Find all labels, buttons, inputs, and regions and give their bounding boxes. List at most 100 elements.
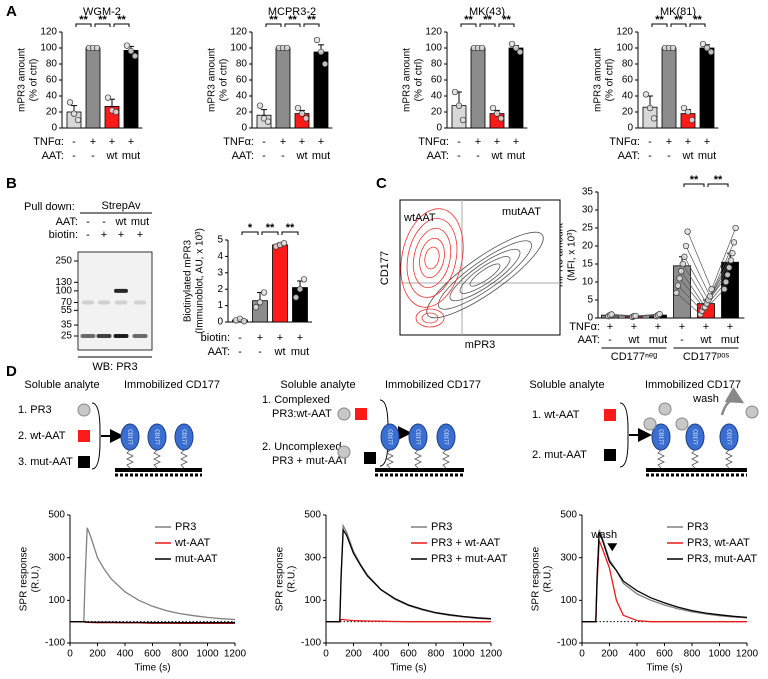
receptor: [408, 423, 428, 451]
bar: [661, 47, 677, 129]
data-point: [706, 293, 714, 300]
row-label: AAT:: [42, 150, 64, 162]
category-label: +: [666, 136, 672, 148]
receptor: [174, 423, 194, 451]
significance-label: **: [98, 14, 107, 26]
lane-label: +: [118, 229, 124, 241]
receptor-label: CD177: [692, 429, 698, 445]
y-tick-label: 60: [431, 75, 443, 86]
category-label: +: [685, 136, 691, 148]
significance-bracket: [460, 23, 477, 27]
paired-line: [676, 292, 701, 315]
x-tick-label: 600: [656, 649, 673, 660]
data-point: [722, 278, 730, 286]
contour: [406, 218, 458, 298]
significance-label: **: [288, 14, 297, 26]
y-tick-label: 100: [304, 595, 321, 606]
legend-label: wt-AAT: [174, 537, 211, 549]
analyte-item: 3. mut-AAT: [18, 456, 73, 468]
category-label: wt: [274, 346, 286, 358]
data-point: [321, 60, 329, 68]
significance-bracket: [94, 23, 111, 27]
y-tick-label: -100: [45, 638, 65, 649]
y-tick-label: 20: [431, 107, 443, 118]
lane-row-label: AAT:: [56, 216, 78, 228]
data-point: [455, 102, 463, 109]
receptor: [147, 423, 167, 451]
y-axis-label: SPR response: [275, 546, 286, 611]
data-point: [727, 257, 734, 264]
data-point: [724, 271, 731, 278]
significance-label: **: [502, 14, 511, 26]
legend-label: PR3 + wt-AAT: [431, 537, 500, 549]
category-label: -: [72, 136, 76, 148]
x-tick-label: 1000: [452, 649, 475, 660]
receptor: [436, 423, 456, 451]
category-label: -: [608, 334, 612, 346]
y-tick-label: 0: [51, 123, 57, 134]
y-axis-label: (R.U.): [31, 566, 42, 593]
significance-bracket: [75, 23, 92, 27]
y-tick-label: 20: [622, 107, 634, 118]
lane-label: -: [86, 229, 90, 241]
category-label: mut: [291, 346, 309, 358]
category-label: +: [297, 332, 303, 344]
y-tick-label: 15: [582, 259, 594, 270]
x-axis-label: mPR3: [465, 339, 496, 351]
receptor: [685, 423, 705, 451]
category-label: -: [648, 136, 652, 148]
data-point: [678, 268, 685, 275]
analyte-item: 2. wt-AAT: [18, 430, 66, 442]
x-tick-label: 200: [89, 649, 106, 660]
data-point: [252, 304, 260, 311]
significance-bracket: [241, 231, 259, 235]
significance-bracket: [689, 23, 706, 27]
receptor-stalk: [414, 449, 422, 469]
y-tick-label: 500: [304, 510, 321, 521]
significance-label: **: [714, 174, 723, 186]
group-label: CD177ᵖᵒˢ: [683, 351, 730, 363]
receptor-stalk: [725, 449, 733, 469]
data-point: [478, 44, 486, 52]
y-tick-label: 0: [627, 123, 633, 134]
data-point: [313, 36, 321, 44]
category-label: mut: [698, 150, 716, 162]
y-axis-label: (Immunoblot, AU, x 10³): [195, 228, 206, 334]
category-label: +: [704, 136, 710, 148]
data-point: [264, 118, 272, 125]
lane-label: +: [137, 229, 143, 241]
paired-line: [682, 263, 708, 304]
category-label: -: [91, 150, 95, 162]
data-point: [451, 88, 459, 96]
population-label: mutAAT: [502, 206, 541, 218]
x-tick-label: 800: [428, 649, 445, 660]
mut-aat-icon: [364, 452, 376, 464]
data-point: [676, 275, 683, 282]
x-tick-label: 1000: [196, 649, 219, 660]
data-point: [74, 116, 82, 124]
legend-label: PR3 + mut-AAT: [431, 553, 508, 565]
data-point: [512, 44, 520, 52]
x-tick-label: 800: [172, 649, 189, 660]
legend-label: PR3: [175, 521, 196, 533]
category-label: +: [631, 321, 637, 333]
y-tick-label: 100: [425, 43, 442, 54]
data-point: [632, 312, 639, 319]
data-point: [302, 115, 310, 122]
y-tick-label: 120: [230, 27, 247, 38]
x-tick-label: 0: [579, 649, 585, 660]
receptor-label: CD177: [181, 429, 187, 445]
surface-title: Immobilized CD177: [645, 379, 741, 391]
significance-bracket: [670, 23, 687, 27]
data-point: [260, 115, 268, 122]
data-point: [707, 48, 715, 56]
y-axis-label: (% of ctrl): [605, 59, 616, 102]
row-label: TNFα:: [609, 136, 640, 148]
surface-title: Immobilized CD177: [124, 379, 220, 391]
lane-label: -: [86, 216, 90, 228]
receptor-label: CD177: [658, 429, 664, 445]
row-label: TNFα:: [33, 136, 64, 148]
blot-band: [134, 300, 146, 305]
x-tick-label: 1200: [224, 649, 247, 660]
